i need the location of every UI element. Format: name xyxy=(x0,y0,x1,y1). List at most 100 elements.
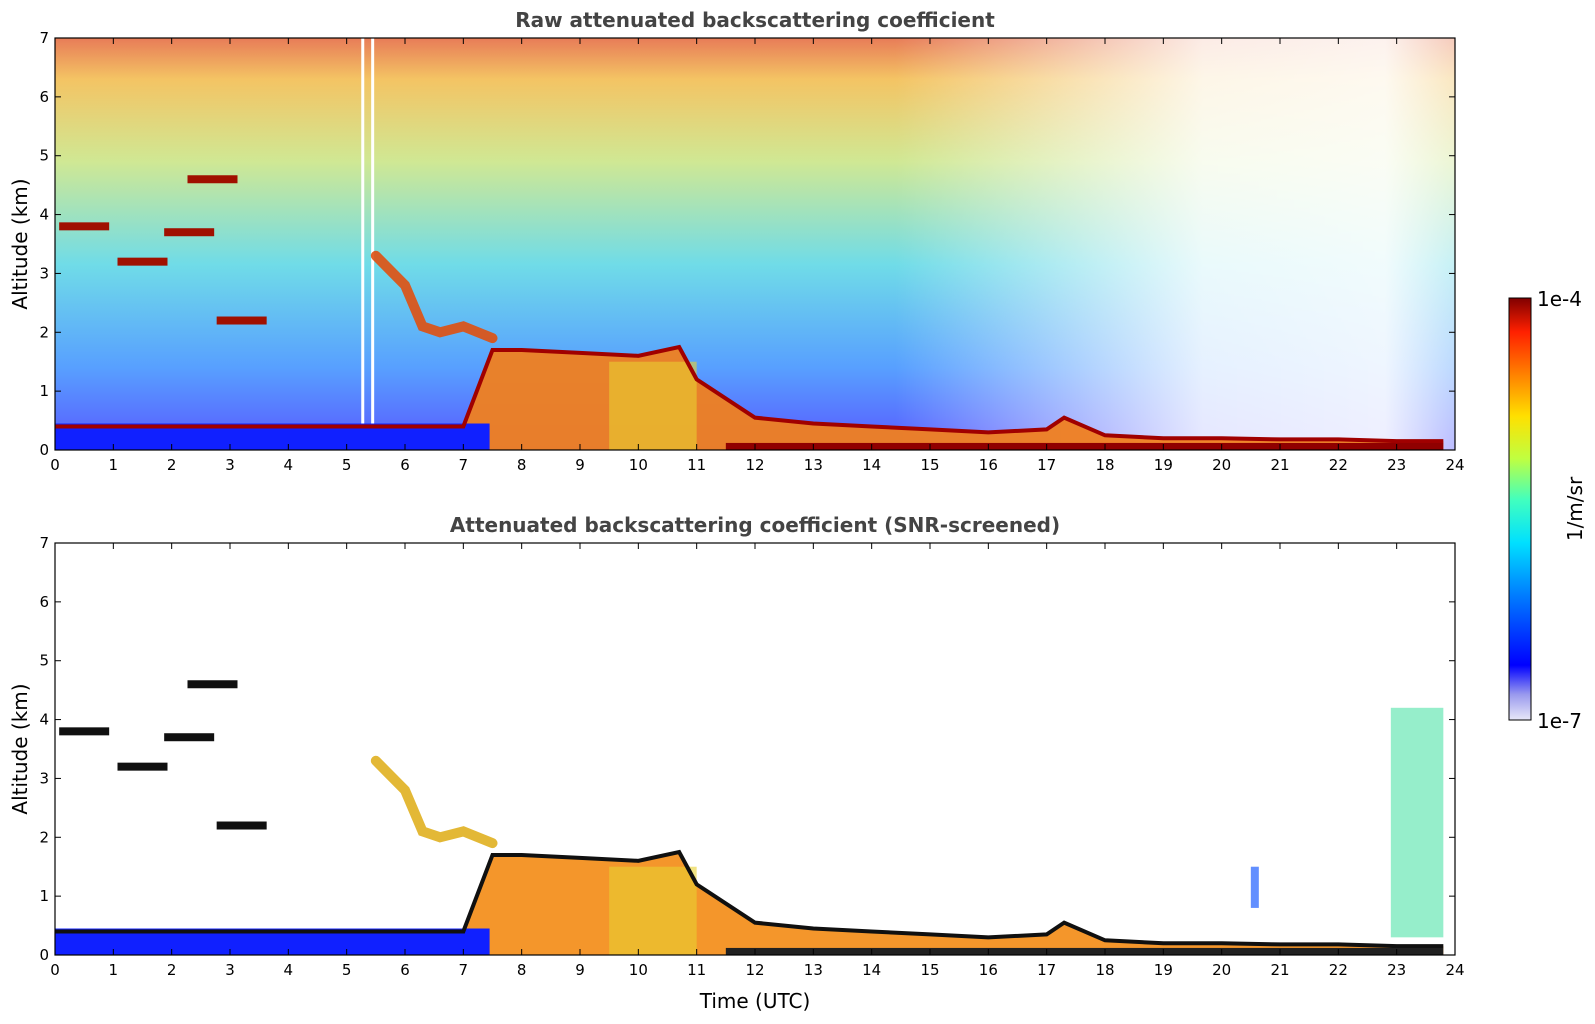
x-tick-label: 3 xyxy=(225,961,235,979)
surface-band xyxy=(725,442,1444,450)
x-tick-label: 16 xyxy=(979,456,998,474)
raw-x-ticks: 0 1 2 3 4 5 6 7 8 9 10 11 12 13 14 15 16 17 18 19 20 21 22 23 24 xyxy=(50,38,1465,474)
y-tick-label: 2 xyxy=(39,828,49,846)
y-tick-label: 7 xyxy=(39,534,49,552)
x-tick-label: 5 xyxy=(342,961,352,979)
screened-x-ticks: 0 1 2 3 4 5 6 7 8 9 10 11 12 13 14 15 16 17 18 19 20 21 22 23 24 xyxy=(50,543,1465,979)
colorbar-top-label: 1e-4 xyxy=(1537,287,1582,311)
layer-top-line xyxy=(55,849,1444,949)
x-tick-label: 6 xyxy=(400,961,410,979)
screened-y-ticks: 0 1 2 3 4 5 6 7 xyxy=(39,534,1455,964)
x-tick-label: 5 xyxy=(342,456,352,474)
x-tick-label: 20 xyxy=(1212,961,1231,979)
y-tick-label: 3 xyxy=(39,264,49,282)
x-tick-label: 19 xyxy=(1154,961,1173,979)
screened-heatmap xyxy=(55,680,1444,955)
x-tick-label: 4 xyxy=(284,961,294,979)
x-tick-label: 3 xyxy=(225,456,235,474)
screened-y-axis-label: Altitude (km) xyxy=(8,683,32,814)
layer-top-line xyxy=(55,344,1444,444)
x-tick-label: 7 xyxy=(459,961,469,979)
x-tick-label: 18 xyxy=(1095,961,1114,979)
y-tick-label: 2 xyxy=(39,323,49,341)
x-tick-label: 12 xyxy=(745,456,764,474)
x-tick-label: 22 xyxy=(1329,456,1348,474)
x-tick-label: 13 xyxy=(804,961,823,979)
x-tick-label: 10 xyxy=(629,961,648,979)
x-tick-label: 21 xyxy=(1270,961,1289,979)
x-tick-label: 0 xyxy=(50,961,60,979)
colorbar-unit-label: 1/m/sr xyxy=(1563,476,1587,541)
y-tick-label: 5 xyxy=(39,147,49,165)
cloud-patch xyxy=(59,727,110,736)
isolated-signal xyxy=(1250,866,1259,908)
x-tick-label: 24 xyxy=(1445,961,1464,979)
x-tick-label: 11 xyxy=(687,961,706,979)
cloud-patch xyxy=(216,316,267,325)
y-tick-label: 5 xyxy=(39,652,49,670)
x-tick-label: 12 xyxy=(745,961,764,979)
x-tick-label: 6 xyxy=(400,456,410,474)
raw-y-ticks: 0 1 2 3 4 5 6 7 xyxy=(39,29,1455,459)
colorbar-gradient xyxy=(1508,297,1532,721)
colorbar-bottom-label: 1e-7 xyxy=(1537,709,1582,733)
x-tick-label: 1 xyxy=(109,961,119,979)
raw-backscatter-panel: 0 1 2 3 4 5 6 7 8 9 10 11 12 13 14 15 16 17 18 19 20 21 22 23 24… xyxy=(8,8,1465,474)
x-tick-label: 24 xyxy=(1445,456,1464,474)
y-tick-label: 6 xyxy=(39,88,49,106)
x-tick-label: 8 xyxy=(517,456,527,474)
x-tick-label: 23 xyxy=(1387,961,1406,979)
cloud-patch xyxy=(164,733,215,742)
elevated-layer xyxy=(370,755,498,849)
x-tick-label: 15 xyxy=(920,456,939,474)
x-tick-label: 17 xyxy=(1037,456,1056,474)
cloud-patch xyxy=(164,228,215,237)
x-tick-label: 20 xyxy=(1212,456,1231,474)
x-tick-label: 2 xyxy=(167,961,177,979)
x-tick-label: 18 xyxy=(1095,456,1114,474)
mixed-layer-band xyxy=(609,866,697,955)
x-tick-label: 9 xyxy=(575,961,585,979)
x-tick-label: 15 xyxy=(920,961,939,979)
screened-backscatter-panel: 0 1 2 3 4 5 6 7 8 9 10 11 12 13 14 15 16 17 18 19 20 21 22 23 24… xyxy=(8,513,1465,1013)
x-tick-label: 17 xyxy=(1037,961,1056,979)
x-tick-label: 13 xyxy=(804,456,823,474)
cloud-patch xyxy=(216,821,267,830)
cloud-patch xyxy=(187,175,238,184)
colorbar: 1e-4 1e-7 1/m/sr xyxy=(1508,287,1587,733)
x-tick-label: 22 xyxy=(1329,961,1348,979)
x-tick-label: 23 xyxy=(1387,456,1406,474)
x-tick-label: 14 xyxy=(862,456,881,474)
y-tick-label: 7 xyxy=(39,29,49,47)
x-tick-label: 10 xyxy=(629,456,648,474)
x-tick-label: 11 xyxy=(687,456,706,474)
mixed-layer-band xyxy=(609,361,697,450)
screened-chart-title: Attenuated backscattering coefficient (S… xyxy=(450,513,1060,537)
x-tick-label: 9 xyxy=(575,456,585,474)
cloud-patch xyxy=(117,762,168,771)
x-tick-label: 7 xyxy=(459,456,469,474)
y-tick-label: 1 xyxy=(39,887,49,905)
y-tick-label: 0 xyxy=(39,946,49,964)
elevated-layer xyxy=(370,250,498,344)
x-tick-label: 19 xyxy=(1154,456,1173,474)
x-tick-label: 8 xyxy=(517,961,527,979)
x-tick-label: 1 xyxy=(109,456,119,474)
screened-axes-frame xyxy=(54,542,1456,956)
y-tick-label: 4 xyxy=(39,206,49,224)
raw-chart-title: Raw attenuated backscattering coefficien… xyxy=(515,8,995,32)
clear-air-region xyxy=(55,38,1455,450)
x-tick-label: 14 xyxy=(862,961,881,979)
x-tick-label: 0 xyxy=(50,456,60,474)
x-tick-label: 2 xyxy=(167,456,177,474)
gap-column xyxy=(361,38,365,450)
x-tick-label: 21 xyxy=(1270,456,1289,474)
raw-y-axis-label: Altitude (km) xyxy=(8,178,32,309)
y-tick-label: 3 xyxy=(39,769,49,787)
gap-column xyxy=(371,38,375,450)
x-tick-label: 16 xyxy=(979,961,998,979)
y-tick-label: 1 xyxy=(39,382,49,400)
cloud-patch xyxy=(117,257,168,266)
y-tick-label: 0 xyxy=(39,441,49,459)
